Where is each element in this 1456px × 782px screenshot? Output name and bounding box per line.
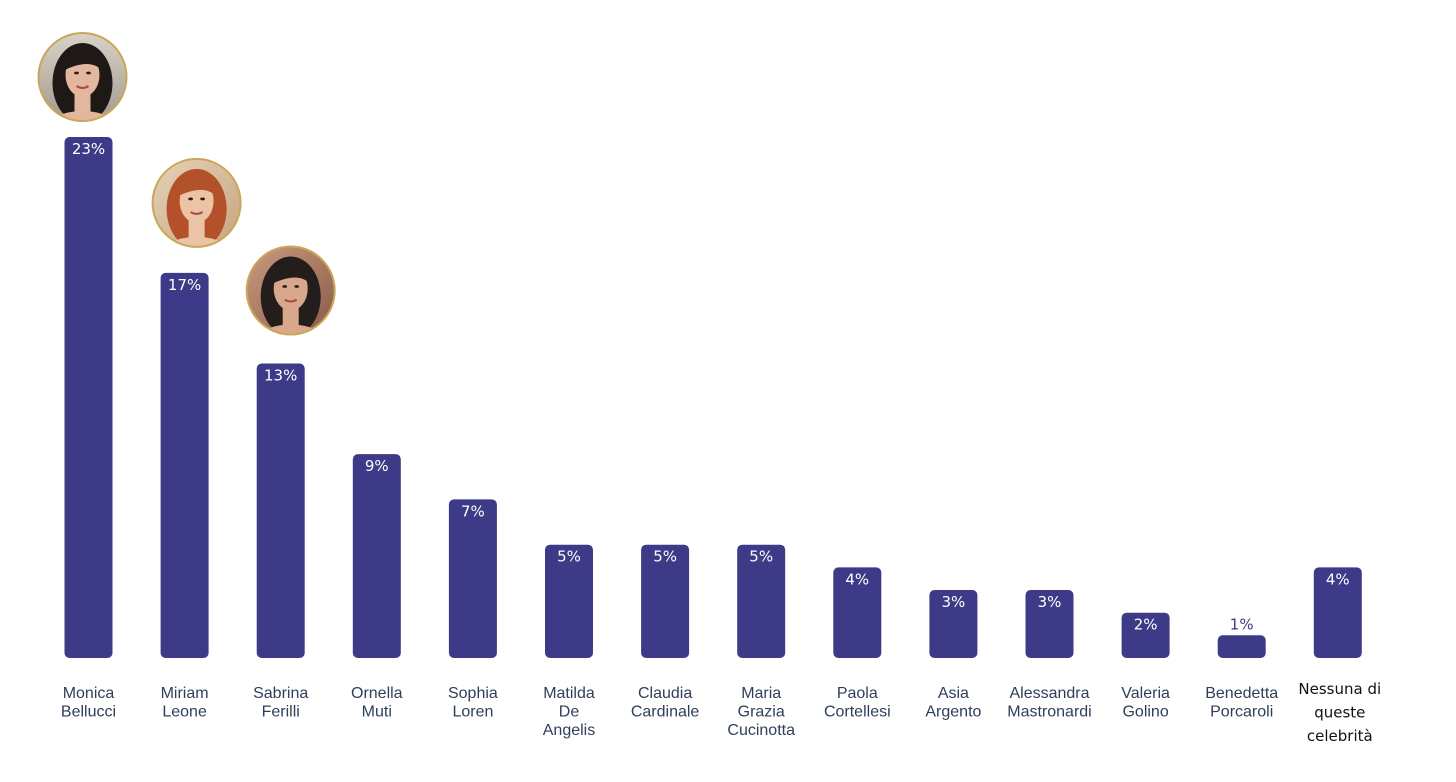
bar-12 [1121,612,1170,658]
bar-6 [545,544,593,658]
value-label-2: 17% [168,276,201,294]
bar-2 [160,272,209,658]
category-label-3: Sabrina Ferilli [253,685,308,721]
category-label-4: Ornella Muti [351,685,403,721]
value-label-12: 2% [1134,616,1158,634]
bar-9 [833,567,882,658]
bar-7 [641,544,690,658]
category-label-6: Matilda De Angelis [543,685,595,739]
bar-11 [1025,590,1074,658]
bar-1 [64,137,113,658]
bar-5 [448,499,497,658]
category-label-11: Alessandra Mastronardi [1007,685,1091,721]
value-label-7: 5% [653,548,677,566]
bars-layer: 23% 17% 13% 9% 7% 5% 5% 5% 4% 3% 3% 2% 1% 4% [64,137,1362,658]
category-label-5: Sophia Loren [448,685,498,721]
bar-4 [352,454,401,658]
category-label-14: Nessuna di queste celebrità [1298,680,1381,745]
portrait-photo-icon-3 [245,245,336,336]
value-label-13: 1% [1230,615,1254,633]
value-label-10: 3% [942,593,966,611]
value-label-3: 13% [264,367,297,385]
category-label-9: Paola Cortellesi [824,685,891,721]
value-label-11: 3% [1038,593,1062,611]
bar-3 [256,363,305,658]
category-label-13: Benedetta Porcaroli [1205,685,1278,721]
portrait-photo-icon-2 [151,157,242,248]
value-label-8: 5% [749,548,773,566]
bar-10 [929,590,978,658]
bar-13 [1217,635,1266,658]
bar-8 [737,544,786,658]
avatars-layer [37,32,336,336]
category-label-7: Claudia Cardinale [631,685,700,721]
category-labels: Monica Bellucci Miriam Leone Sabrina Ferilli O… [61,680,1381,745]
value-label-5: 7% [461,502,485,520]
value-label-14: 4% [1326,570,1350,588]
category-label-12: Valeria Golino [1121,685,1170,721]
category-label-10: Asia Argento [925,685,981,721]
value-label-6: 5% [557,548,581,566]
portrait-photo-icon-1 [37,32,128,122]
value-label-9: 4% [845,570,869,588]
category-label-1: Monica Bellucci [61,685,116,721]
bar-14 [1313,567,1362,658]
category-label-8: Maria Grazia Cucinotta [727,685,795,739]
value-label-1: 23% [72,140,105,158]
category-label-2: Miriam Leone [161,685,209,721]
value-label-4: 9% [365,457,389,475]
